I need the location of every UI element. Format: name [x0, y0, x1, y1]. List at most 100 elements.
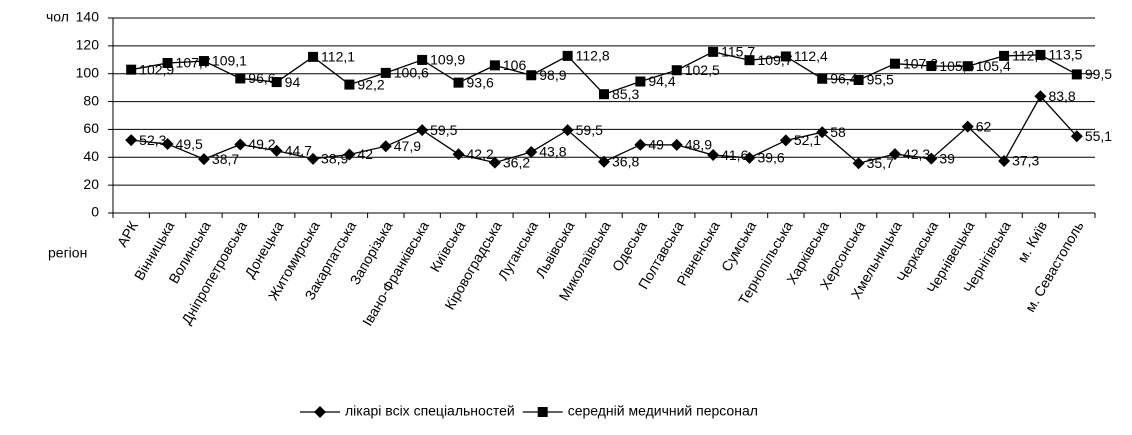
- data-label: 49,5: [176, 136, 203, 152]
- point: [235, 73, 246, 84]
- data-label: 39,6: [757, 150, 784, 166]
- point: [308, 51, 319, 62]
- point: [1035, 49, 1046, 60]
- data-label: 62: [976, 118, 992, 134]
- point: [488, 156, 501, 169]
- point: [162, 57, 173, 68]
- data-label: 96,4: [830, 70, 857, 86]
- y-tick-label: 20: [83, 176, 99, 192]
- point: [598, 155, 610, 168]
- point: [961, 120, 974, 133]
- data-label: 39: [939, 150, 955, 166]
- point: [780, 51, 791, 62]
- point: [599, 89, 609, 100]
- y-tick-label: 80: [83, 92, 99, 108]
- point: [561, 124, 574, 137]
- point: [314, 406, 326, 418]
- data-label: 94: [285, 74, 301, 90]
- legend-label: середній медичний персонал: [568, 403, 758, 419]
- point: [816, 126, 829, 139]
- data-label: 109,9: [430, 52, 465, 68]
- data-label: 92,2: [357, 76, 384, 92]
- data-label: 112,4: [794, 48, 828, 64]
- data-label: 98,9: [539, 67, 566, 83]
- data-label: 59,5: [576, 122, 603, 138]
- point: [198, 56, 209, 67]
- point: [635, 76, 646, 87]
- point: [234, 138, 247, 151]
- point: [962, 61, 973, 72]
- point: [670, 138, 683, 151]
- x-axis-label: регіон: [48, 245, 87, 261]
- point: [852, 157, 865, 170]
- point: [525, 145, 538, 158]
- data-label: 48,9: [685, 137, 712, 153]
- point: [416, 124, 429, 137]
- point: [1071, 69, 1082, 80]
- point: [1034, 90, 1047, 103]
- point: [744, 55, 755, 66]
- point: [817, 73, 828, 84]
- x-tick-label: Одеська: [609, 218, 650, 274]
- point: [889, 58, 900, 69]
- point: [526, 70, 537, 81]
- data-label: 109,1: [212, 53, 247, 69]
- point: [161, 138, 174, 151]
- data-label: 38,9: [321, 151, 348, 167]
- point: [925, 152, 938, 165]
- x-tick-label: АРК: [114, 218, 142, 250]
- y-axis-label: чол: [46, 9, 69, 25]
- point: [379, 140, 392, 153]
- data-label: 96,6: [248, 70, 275, 86]
- point: [743, 151, 756, 164]
- data-label: 102,5: [685, 62, 720, 78]
- data-label: 52,3: [139, 132, 166, 148]
- point: [343, 148, 356, 161]
- data-label: 44,7: [285, 142, 312, 158]
- data-label: 42,2: [467, 146, 494, 162]
- data-label: 49: [648, 136, 664, 152]
- data-label: 38,7: [212, 151, 239, 167]
- point: [344, 79, 355, 90]
- x-tick-label: Івано-Франківська: [359, 218, 432, 328]
- data-label: 49,2: [248, 136, 275, 152]
- point: [888, 148, 901, 161]
- data-label: 55,1: [1085, 128, 1112, 144]
- x-tick-label: м. Київ: [1014, 218, 1050, 265]
- data-label: 42,3: [903, 146, 930, 162]
- point: [271, 77, 282, 88]
- legend-label: лікарі всіх спеціальностей: [345, 403, 515, 419]
- data-label: 112,8: [576, 48, 610, 64]
- point: [197, 153, 210, 166]
- data-label: 43,8: [539, 144, 566, 160]
- point: [707, 149, 720, 162]
- y-tick-label: 140: [76, 9, 100, 25]
- y-tick-label: 120: [76, 37, 100, 53]
- data-label: 36,2: [503, 154, 530, 170]
- data-label: 58: [830, 124, 846, 140]
- point: [537, 407, 548, 417]
- point: [270, 144, 283, 157]
- data-label: 85,3: [612, 86, 639, 102]
- data-label: 42: [357, 146, 373, 162]
- y-tick-label: 0: [91, 204, 99, 220]
- point: [125, 134, 138, 147]
- y-tick-label: 60: [83, 120, 99, 136]
- point: [562, 50, 573, 61]
- point: [1070, 130, 1083, 143]
- data-label: 36,8: [612, 153, 639, 169]
- point: [998, 155, 1011, 168]
- point: [671, 65, 682, 76]
- data-label: 94,4: [648, 73, 675, 89]
- point: [853, 74, 864, 85]
- x-tick-label: Дніпропетровська: [178, 218, 250, 327]
- point: [452, 148, 465, 161]
- data-label: 83,8: [1048, 88, 1075, 104]
- data-label: 106: [503, 57, 527, 73]
- y-tick-label: 40: [83, 148, 99, 164]
- data-label: 95,5: [867, 72, 894, 88]
- y-tick-label: 100: [76, 64, 100, 80]
- data-label: 93,6: [467, 74, 494, 90]
- point: [307, 152, 320, 165]
